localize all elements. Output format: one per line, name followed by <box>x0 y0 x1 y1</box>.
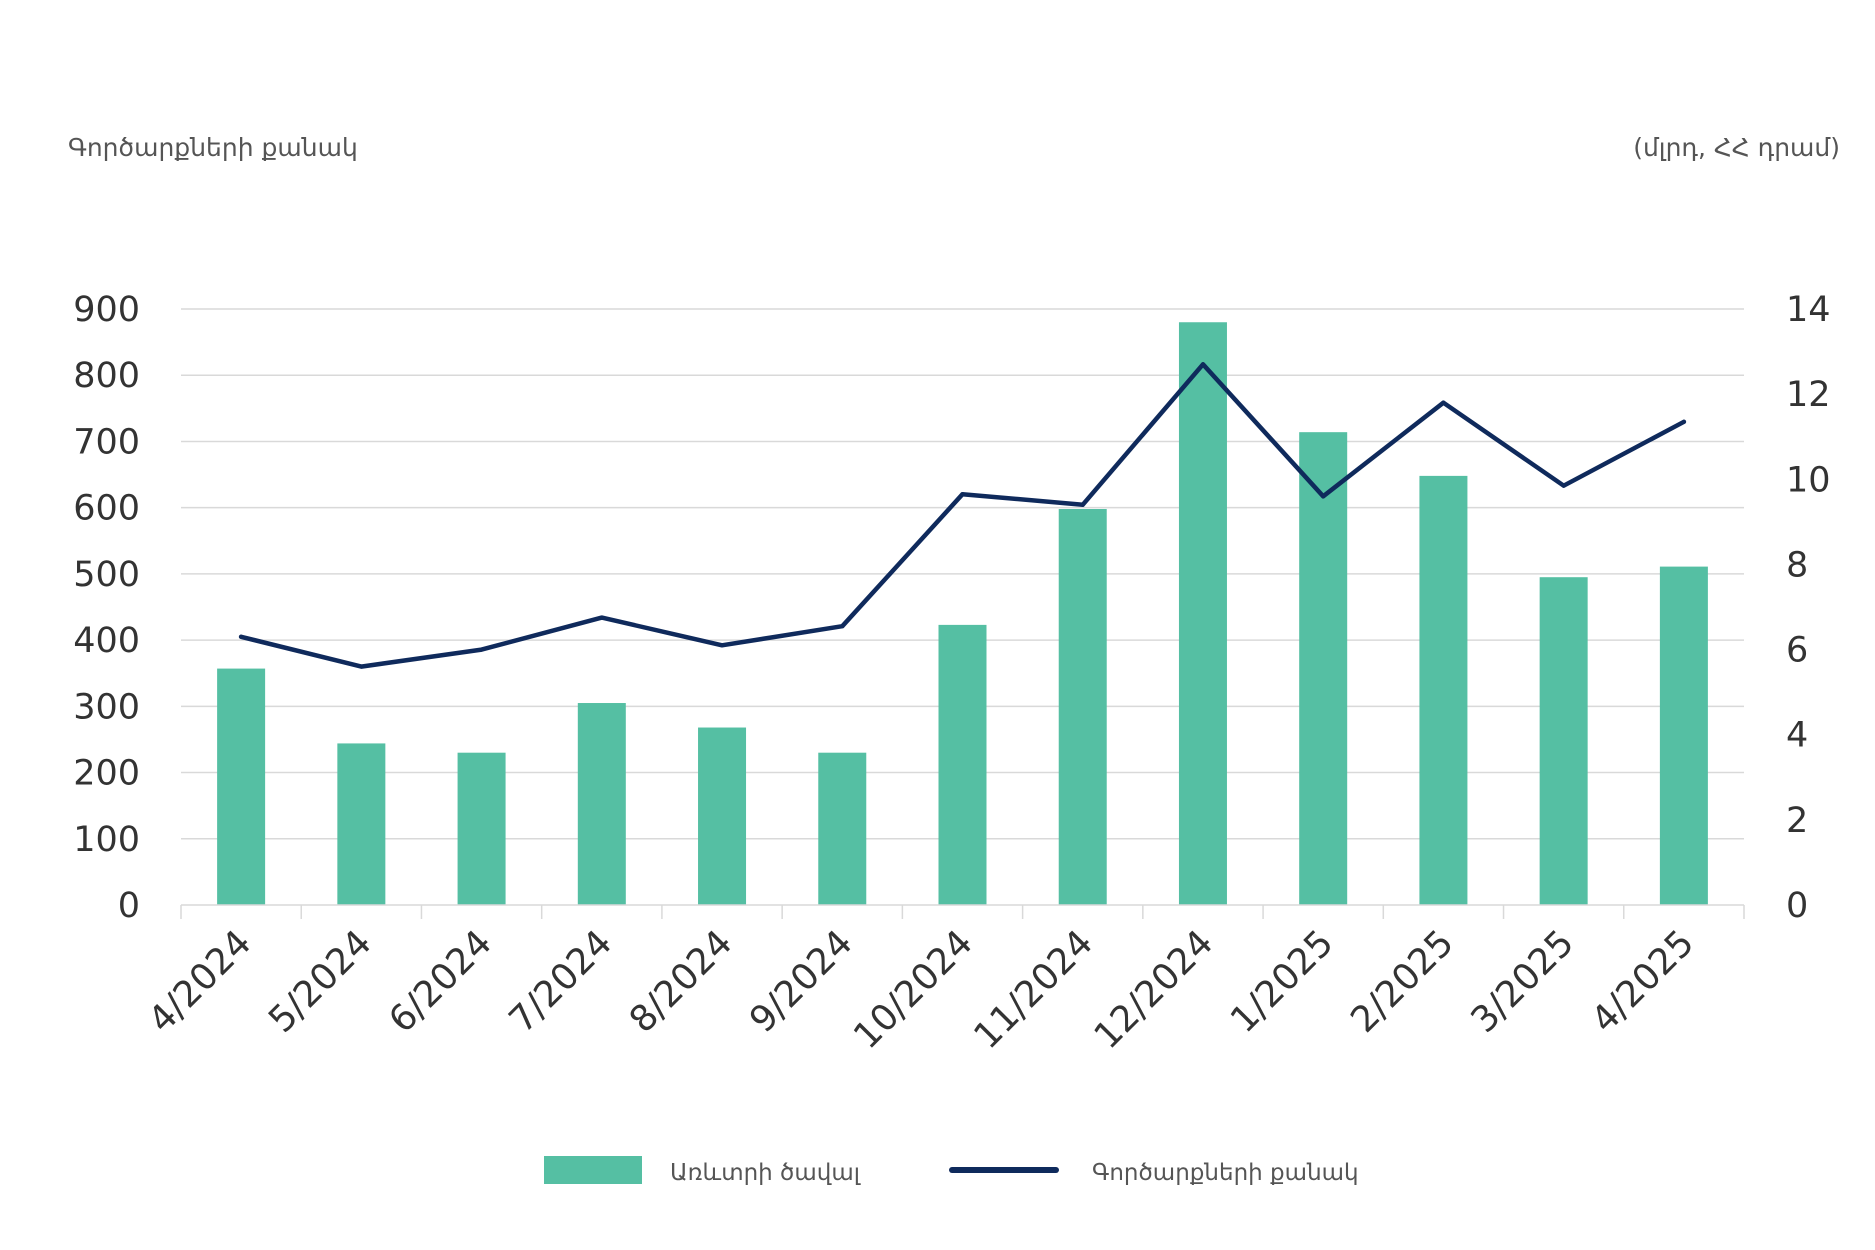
right-y-tick-4: 8 <box>1786 545 1808 585</box>
left-y-tick-6: 600 <box>73 489 140 529</box>
x-axis-ticks: 4/2024 5/2024 6/2024 7/2024 8/2024 9/202410/2… <box>141 922 1702 1057</box>
line-point-12 <box>1681 419 1686 424</box>
line-point-11 <box>1561 483 1566 488</box>
legend: Առևտրի ծավալ Գործարքների քանակ <box>544 1156 1359 1186</box>
right-y-tick-6: 12 <box>1786 375 1831 415</box>
line-point-7 <box>1080 502 1085 507</box>
bar-3 <box>577 703 626 905</box>
bar-5 <box>818 752 867 905</box>
line-point-3 <box>599 615 604 620</box>
left-y-tick-7: 700 <box>73 422 140 462</box>
line-point-4 <box>720 643 725 648</box>
left-y-tick-8: 800 <box>73 356 140 396</box>
x-tick-label-5: 9/2024 <box>742 922 861 1041</box>
right-y-tick-3: 6 <box>1786 631 1808 671</box>
line-point-9 <box>1321 494 1326 499</box>
x-tick-label-12: 4/2025 <box>1584 922 1703 1041</box>
line-point-10 <box>1441 400 1446 405</box>
axes <box>180 904 1745 919</box>
left-y-tick-2: 200 <box>73 754 140 794</box>
legend-label-bar: Առևտրի ծավալ <box>670 1160 861 1186</box>
x-tick-label-4: 8/2024 <box>622 922 741 1041</box>
bar-2 <box>457 752 506 905</box>
bar-9 <box>1299 432 1348 905</box>
left-axis-caption: Գործարքների քանակ <box>68 133 358 162</box>
x-tick-label-0: 4/2024 <box>141 922 260 1041</box>
line-series <box>238 362 1687 669</box>
right-y-tick-2: 4 <box>1786 716 1808 756</box>
bar-10 <box>1419 475 1468 905</box>
legend-label-line: Գործարքների քանակ <box>1092 1160 1359 1186</box>
left-y-tick-9: 900 <box>73 290 140 330</box>
left-y-tick-3: 300 <box>73 687 140 727</box>
left-y-tick-5: 500 <box>73 555 140 595</box>
line-point-6 <box>960 492 965 497</box>
x-tick-label-9: 1/2025 <box>1223 922 1342 1041</box>
left-y-tick-4: 400 <box>73 621 140 661</box>
x-tick-label-6: 10/2024 <box>846 922 981 1057</box>
line-point-5 <box>840 624 845 629</box>
bar-series <box>217 322 1708 905</box>
bar-12 <box>1659 566 1708 905</box>
left-y-tick-0: 0 <box>118 886 140 926</box>
bar-7 <box>1058 508 1107 905</box>
right-y-tick-7: 14 <box>1786 290 1831 330</box>
x-tick-label-7: 11/2024 <box>966 922 1101 1057</box>
x-tick-label-8: 12/2024 <box>1087 922 1222 1057</box>
line-point-0 <box>239 634 244 639</box>
bar-0 <box>217 668 266 905</box>
line-point-1 <box>359 664 364 669</box>
left-y-axis-ticks: 0 100 200 300 400 500 600 700 800 900 <box>73 290 140 926</box>
bar-8 <box>1178 322 1227 905</box>
right-y-axis-ticks: 0 2 4 6 8 10 12 14 <box>1786 290 1831 926</box>
x-tick-label-3: 7/2024 <box>502 922 621 1041</box>
line-point-8 <box>1200 362 1205 367</box>
right-axis-caption: (մլրդ, ՀՀ դրամ) <box>1633 133 1840 162</box>
right-y-tick-1: 2 <box>1786 801 1808 841</box>
line-point-2 <box>479 647 484 652</box>
x-tick-label-10: 2/2025 <box>1343 922 1462 1041</box>
bar-11 <box>1539 577 1588 905</box>
legend-swatch-bar <box>544 1156 642 1184</box>
gridlines <box>181 308 1744 840</box>
right-y-tick-5: 10 <box>1786 460 1831 500</box>
bar-4 <box>698 727 747 905</box>
line-path <box>238 362 1687 669</box>
x-tick-label-11: 3/2025 <box>1463 922 1582 1041</box>
x-tick-label-1: 5/2024 <box>261 922 380 1041</box>
bar-1 <box>337 743 386 905</box>
bar-6 <box>938 624 987 905</box>
left-y-tick-1: 100 <box>73 820 140 860</box>
x-tick-label-2: 6/2024 <box>381 922 500 1041</box>
right-y-tick-0: 0 <box>1786 886 1808 926</box>
